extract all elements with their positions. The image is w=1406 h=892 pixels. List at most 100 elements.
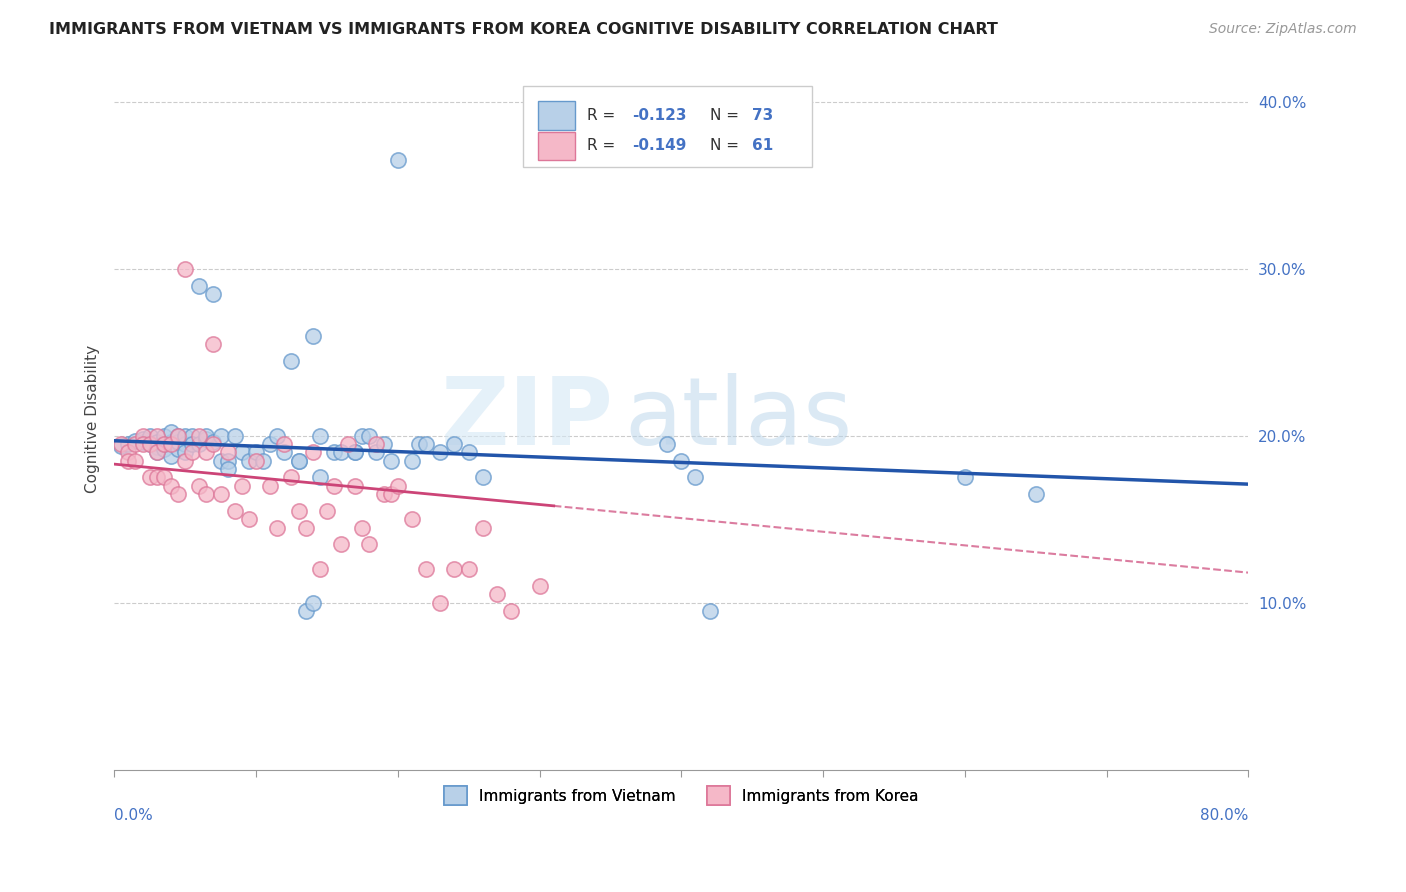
Point bbox=[217, 462, 239, 476]
FancyBboxPatch shape bbox=[538, 132, 575, 160]
Point bbox=[401, 454, 423, 468]
Point bbox=[167, 429, 190, 443]
Point bbox=[110, 439, 132, 453]
Text: -0.149: -0.149 bbox=[633, 138, 688, 153]
Point bbox=[174, 445, 197, 459]
Text: N =: N = bbox=[710, 138, 744, 153]
Point bbox=[131, 437, 153, 451]
Point bbox=[174, 429, 197, 443]
Point bbox=[167, 429, 190, 443]
Point bbox=[471, 470, 494, 484]
Point bbox=[174, 454, 197, 468]
Point bbox=[266, 520, 288, 534]
Point bbox=[188, 429, 211, 443]
Point bbox=[443, 437, 465, 451]
Point bbox=[217, 454, 239, 468]
Point bbox=[280, 353, 302, 368]
Point bbox=[153, 470, 176, 484]
Point bbox=[315, 504, 337, 518]
Point bbox=[138, 470, 160, 484]
Point bbox=[202, 435, 225, 450]
Point bbox=[167, 435, 190, 450]
Text: -0.123: -0.123 bbox=[633, 108, 688, 123]
Point bbox=[366, 445, 388, 459]
Point bbox=[337, 437, 360, 451]
Point bbox=[217, 445, 239, 459]
Point bbox=[174, 437, 197, 451]
Point bbox=[352, 520, 374, 534]
Point bbox=[259, 437, 281, 451]
Point bbox=[953, 470, 976, 484]
Text: 61: 61 bbox=[752, 138, 773, 153]
Point bbox=[380, 454, 402, 468]
Legend: Immigrants from Vietnam, Immigrants from Korea: Immigrants from Vietnam, Immigrants from… bbox=[439, 780, 924, 811]
Point bbox=[301, 328, 323, 343]
Point bbox=[308, 470, 330, 484]
Point bbox=[153, 442, 176, 456]
Point bbox=[188, 437, 211, 451]
Point bbox=[110, 437, 132, 451]
Point bbox=[287, 454, 309, 468]
Point bbox=[124, 454, 146, 468]
Text: 80.0%: 80.0% bbox=[1201, 808, 1249, 823]
Text: 0.0%: 0.0% bbox=[114, 808, 153, 823]
Point bbox=[308, 562, 330, 576]
Point bbox=[308, 429, 330, 443]
Point bbox=[387, 153, 409, 168]
Point bbox=[294, 520, 316, 534]
Point bbox=[245, 454, 267, 468]
Point bbox=[330, 445, 353, 459]
Point bbox=[429, 596, 451, 610]
Point bbox=[202, 337, 225, 351]
Point bbox=[181, 429, 204, 443]
Point bbox=[160, 437, 183, 451]
Point bbox=[373, 437, 395, 451]
Point bbox=[259, 479, 281, 493]
Point bbox=[238, 454, 260, 468]
Point bbox=[145, 435, 167, 450]
Point bbox=[195, 432, 218, 446]
Point bbox=[167, 442, 190, 456]
Point bbox=[443, 562, 465, 576]
Point bbox=[387, 479, 409, 493]
Point bbox=[131, 432, 153, 446]
FancyBboxPatch shape bbox=[538, 102, 575, 129]
Point bbox=[224, 429, 246, 443]
Point bbox=[181, 445, 204, 459]
Point bbox=[344, 479, 367, 493]
Point bbox=[195, 429, 218, 443]
Point bbox=[138, 429, 160, 443]
Point bbox=[323, 445, 346, 459]
Y-axis label: Cognitive Disability: Cognitive Disability bbox=[86, 345, 100, 493]
Point bbox=[117, 445, 139, 459]
Point bbox=[352, 429, 374, 443]
Point bbox=[117, 437, 139, 451]
Point bbox=[359, 537, 381, 551]
Point bbox=[195, 487, 218, 501]
Point bbox=[266, 429, 288, 443]
Point bbox=[124, 434, 146, 448]
Point bbox=[231, 479, 253, 493]
Point bbox=[529, 579, 551, 593]
Point bbox=[344, 445, 367, 459]
Point bbox=[287, 504, 309, 518]
Point bbox=[117, 454, 139, 468]
Point bbox=[301, 596, 323, 610]
Point bbox=[408, 437, 430, 451]
Text: 73: 73 bbox=[752, 108, 773, 123]
Point bbox=[209, 454, 232, 468]
Point bbox=[181, 437, 204, 451]
Text: IMMIGRANTS FROM VIETNAM VS IMMIGRANTS FROM KOREA COGNITIVE DISABILITY CORRELATIO: IMMIGRANTS FROM VIETNAM VS IMMIGRANTS FR… bbox=[49, 22, 998, 37]
Point bbox=[373, 487, 395, 501]
Point bbox=[195, 445, 218, 459]
Point bbox=[145, 445, 167, 459]
Point bbox=[471, 520, 494, 534]
Point bbox=[238, 512, 260, 526]
Point bbox=[429, 445, 451, 459]
Point bbox=[273, 437, 295, 451]
Text: R =: R = bbox=[588, 108, 620, 123]
Point bbox=[209, 487, 232, 501]
Point bbox=[153, 437, 176, 451]
Point bbox=[145, 429, 167, 443]
Point bbox=[280, 470, 302, 484]
